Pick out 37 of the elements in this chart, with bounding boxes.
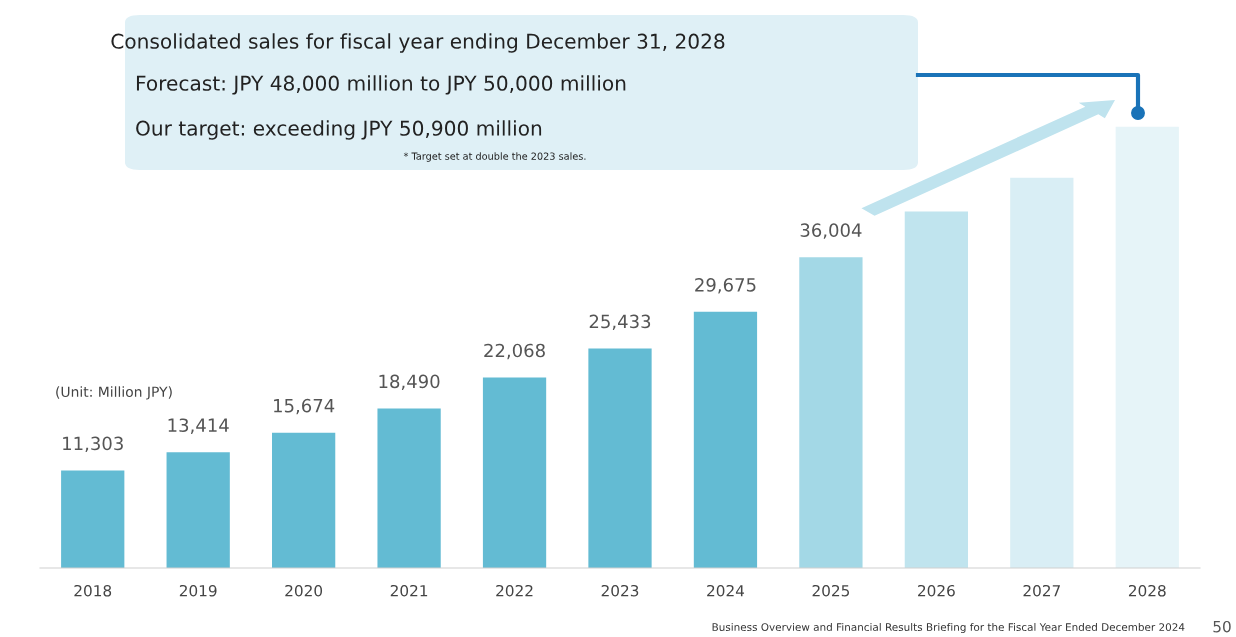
text: 50 <box>1213 620 1231 633</box>
x-tick-label: 2024 <box>707 584 745 597</box>
bar <box>799 257 863 568</box>
x-tick-label: 2021 <box>390 584 428 597</box>
x-tick-label: 2022 <box>496 584 533 597</box>
annotation: Our target: exceeding JPY 50,900 million <box>136 120 542 140</box>
x-tick-label: 2020 <box>285 584 323 597</box>
x-tick-label: 2027 <box>1023 584 1060 597</box>
bar <box>693 311 758 568</box>
annotation: (Unit: Million JPY) <box>56 386 172 400</box>
data-label: 13,414 <box>168 418 229 434</box>
data-label: 18,490 <box>379 374 440 391</box>
bar <box>588 348 652 568</box>
data-label: 36,004 <box>800 223 862 239</box>
text: Consolidated sales for fiscal year ending December 31, 2028 <box>111 33 725 53</box>
data-label: 25,433 <box>589 314 651 331</box>
bar <box>482 377 547 568</box>
x-tick-label: 2018 <box>74 584 112 597</box>
x-tick-label: 2025 <box>812 584 850 597</box>
x-tick-label: 2028 <box>1128 584 1166 597</box>
text: Business Overview and Financial Results Briefing for the Fiscal Year Ended December 2024 <box>712 622 1185 634</box>
bar <box>377 408 441 568</box>
bar <box>1115 126 1179 568</box>
data-label: 15,674 <box>274 398 335 415</box>
annotation: * Target set at double the 2023 sales. <box>403 152 586 162</box>
data-label: 22,068 <box>484 343 545 360</box>
bar <box>61 470 125 568</box>
x-tick-label: 2026 <box>918 584 955 597</box>
data-label: 29,675 <box>695 278 756 294</box>
bar <box>166 452 230 568</box>
text: Forecast: JPY 48,000 million to JPY 50,000 million <box>136 75 626 95</box>
data-label: 11,303 <box>63 436 123 453</box>
bar <box>1010 177 1074 568</box>
x-tick-label: 2023 <box>601 584 639 597</box>
bar <box>272 432 336 568</box>
bar <box>904 211 968 568</box>
x-tick-label: 2019 <box>179 584 217 597</box>
